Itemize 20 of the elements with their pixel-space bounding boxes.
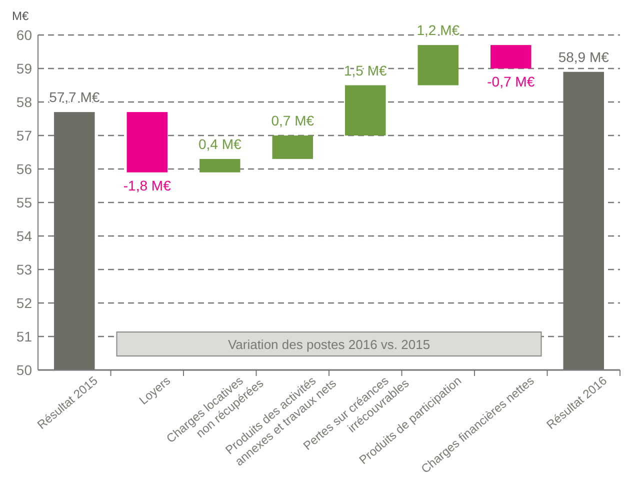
y-tick-label: 59: [16, 60, 32, 76]
y-tick-label: 55: [16, 194, 32, 210]
data-label: -0,7 M€: [487, 74, 535, 90]
data-label: 0,7 M€: [271, 112, 314, 128]
data-label: 0,4 M€: [198, 136, 242, 152]
data-label: 58,9 M€: [558, 48, 610, 65]
y-tick-label: 57: [16, 128, 32, 144]
y-tick-label: 60: [16, 27, 32, 43]
y-axis-title: M€: [12, 9, 29, 23]
y-tick-label: 50: [16, 362, 32, 378]
y-tick-label: 51: [16, 328, 32, 344]
y-tick-label: 54: [16, 228, 32, 244]
y-tick-label: 58: [16, 94, 32, 110]
data-label: 1,2 M€: [416, 22, 460, 38]
y-tick-label: 53: [16, 262, 32, 278]
y-tick-label: 52: [16, 295, 32, 311]
data-label: 57,7 M€: [49, 89, 100, 106]
annotation: Variation des postes 2016 vs. 2015: [228, 337, 430, 352]
y-tick-label: 56: [16, 161, 32, 177]
data-label: -1,8 M€: [123, 177, 172, 194]
